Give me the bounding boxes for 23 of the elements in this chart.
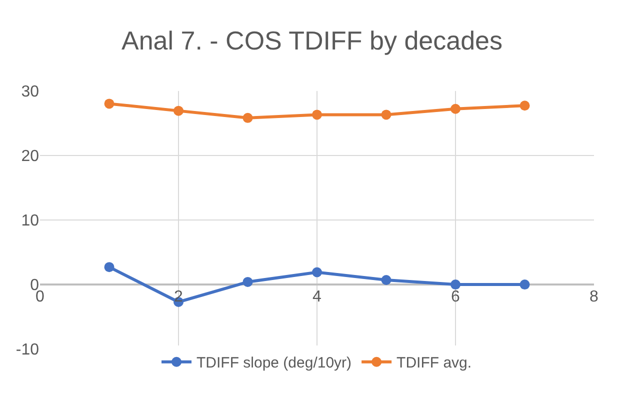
chart-title: Anal 7. - COS TDIFF by decades — [122, 26, 502, 56]
point — [174, 106, 184, 116]
point — [520, 280, 530, 290]
x-tick-label: 8 — [590, 288, 599, 306]
x-tick-label: 6 — [451, 288, 460, 306]
x-tick-label: 4 — [312, 288, 322, 306]
legend-label: TDIFF avg. — [396, 354, 472, 372]
legend-label: TDIFF slope (deg/10yr) — [196, 354, 352, 372]
point — [242, 276, 253, 287]
point — [450, 280, 460, 290]
point — [520, 100, 530, 111]
y-tick-label: 20 — [21, 148, 40, 165]
point — [381, 275, 392, 285]
point — [242, 112, 253, 123]
y-tick-label: 30 — [21, 83, 40, 100]
y-tick-label: -10 — [16, 342, 40, 359]
point — [104, 98, 114, 109]
point — [312, 267, 322, 278]
point — [312, 110, 322, 120]
point — [450, 104, 460, 114]
y-tick-label: 10 — [21, 212, 40, 230]
point — [104, 262, 114, 272]
point — [381, 110, 392, 120]
